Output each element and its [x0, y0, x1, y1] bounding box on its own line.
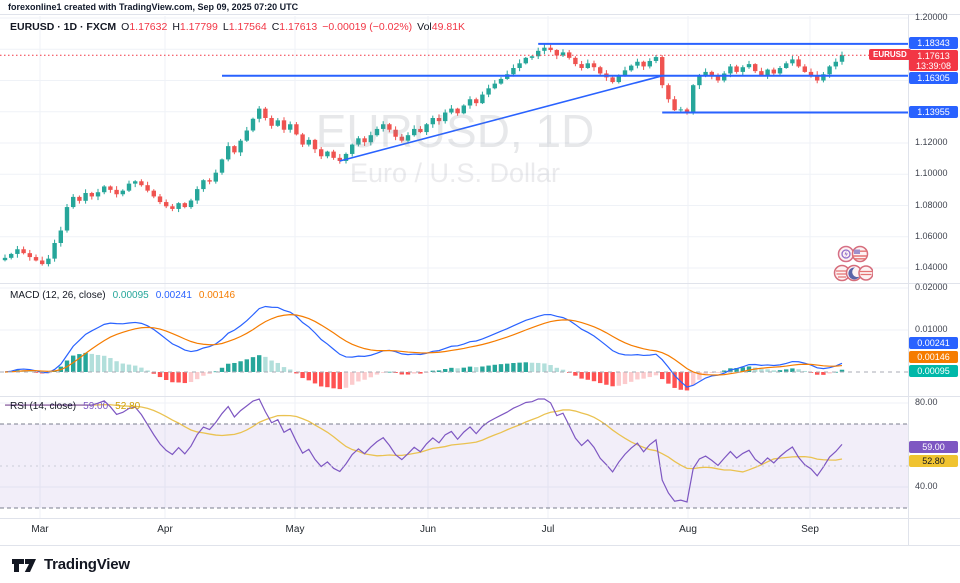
bar-countdown: 13:39:08 — [915, 61, 952, 71]
macd-line-badge: 0.00241 — [909, 337, 958, 349]
macd-hist-value: 0.00095 — [112, 290, 149, 301]
tradingview-logo-icon[interactable] — [10, 552, 38, 578]
macd-tick: 0.01000 — [915, 324, 948, 334]
rsi-badge: 59.00 — [909, 441, 958, 453]
price-scale-border — [908, 14, 909, 545]
macd-title[interactable]: MACD (12, 26, close) — [10, 290, 106, 301]
footer-bar: TradingView — [0, 546, 960, 583]
tradingview-brand[interactable]: TradingView — [44, 556, 130, 573]
macd-signal-badge: 0.00146 — [909, 351, 958, 363]
attribution-link[interactable]: forexonline1 created with TradingView.co… — [8, 2, 299, 12]
macd-signal-value: 0.00146 — [198, 290, 236, 301]
price-line-symbol-tag: EURUSD — [869, 49, 911, 60]
change-value: −0.00019 (−0.02%) — [322, 21, 413, 33]
volume-value: Vol49.81K — [417, 21, 466, 33]
low-value: L1.17564 — [222, 21, 267, 33]
macd-line-value: 0.00241 — [155, 290, 192, 301]
pane-divider-macd[interactable] — [0, 283, 960, 284]
support-level-badge: 1.13955 — [909, 106, 958, 118]
rsi-tick: 80.00 — [915, 397, 938, 407]
price-tick: 1.20000 — [915, 12, 948, 22]
macd-tick: 0.02000 — [915, 282, 948, 292]
rsi-title[interactable]: RSI (14, close) — [10, 401, 77, 412]
footer-divider — [0, 545, 960, 546]
price-tick: 1.08000 — [915, 200, 948, 210]
price-tick: 1.06000 — [915, 231, 948, 241]
resistance-level-badge: 1.18343 — [909, 37, 958, 49]
current-price-value: 1.17613 — [917, 51, 950, 61]
header-divider — [0, 14, 960, 15]
rsi-value: 59.00 — [83, 401, 109, 412]
pane-divider-rsi[interactable] — [0, 396, 960, 397]
rsi-tick: 40.00 — [915, 481, 938, 491]
month-label: Jun — [419, 524, 437, 535]
currency-pair-flags-icon — [833, 245, 873, 282]
month-label: May — [285, 524, 305, 535]
open-value: O1.17632 — [121, 21, 168, 33]
month-label: Jul — [541, 524, 555, 535]
price-tick: 1.12000 — [915, 137, 948, 147]
time-axis-divider — [0, 518, 960, 519]
macd-legend: MACD (12, 26, close) 0.00095 0.00241 0.0… — [10, 290, 235, 301]
month-label: Sep — [801, 524, 819, 535]
current-price-badge: 1.17613 13:39:08 — [909, 50, 958, 71]
price-tick: 1.04000 — [915, 262, 948, 272]
symbol-legend: EURUSD · 1D · FXCM O1.17632 H1.17799 L1.… — [10, 21, 465, 33]
month-label: Apr — [157, 524, 173, 535]
symbol-title[interactable]: EURUSD · 1D · FXCM — [10, 21, 117, 33]
month-label: Aug — [679, 524, 697, 535]
rsi-legend: RSI (14, close) 59.00 52.80 — [10, 401, 140, 412]
rsi-ma-badge: 52.80 — [909, 455, 958, 467]
rsi-ma-value: 52.80 — [115, 401, 141, 412]
mid-level-badge: 1.16305 — [909, 72, 958, 84]
high-value: H1.17799 — [172, 21, 218, 33]
macd-hist-badge: 0.00095 — [909, 365, 958, 377]
month-label: Mar — [31, 524, 49, 535]
close-value: C1.17613 — [271, 21, 318, 33]
price-tick: 1.10000 — [915, 168, 948, 178]
